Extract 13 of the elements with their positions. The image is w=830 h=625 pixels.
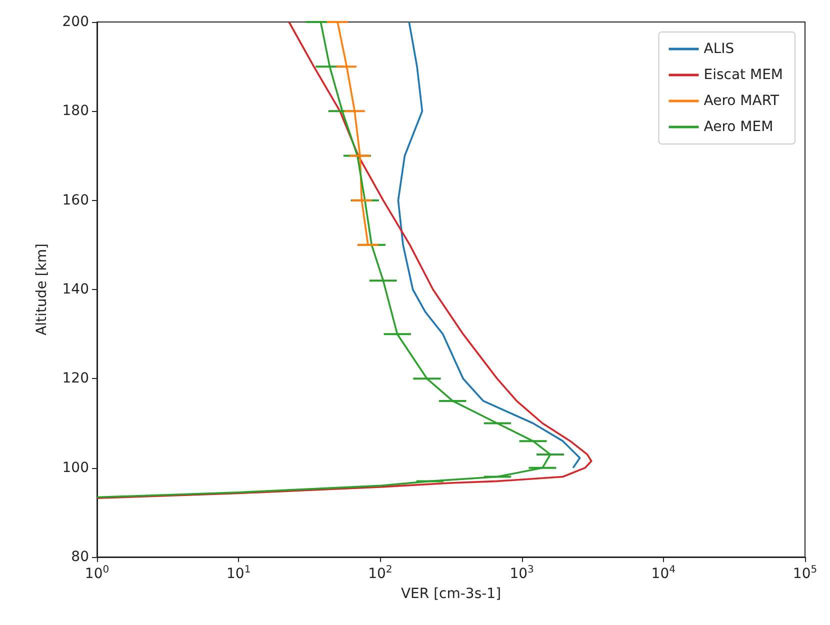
y-tick-label: 120 (62, 370, 89, 387)
legend-label: Eiscat MEM (704, 67, 783, 83)
y-tick-label: 140 (62, 282, 89, 298)
y-axis-title: Altitude [km] (34, 244, 50, 336)
x-axis-title: VER [cm-3s-1] (400, 586, 502, 602)
legend-label: Aero MART (704, 93, 780, 109)
legend-label: ALIS (704, 41, 734, 57)
y-tick-label: 80 (71, 549, 89, 565)
y-tick-label: 180 (62, 103, 89, 120)
legend-label: Aero MEM (704, 119, 774, 135)
y-tick-label: 100 (62, 460, 89, 476)
y-tick-label: 160 (62, 192, 89, 208)
y-tick-label: 200 (62, 14, 89, 30)
